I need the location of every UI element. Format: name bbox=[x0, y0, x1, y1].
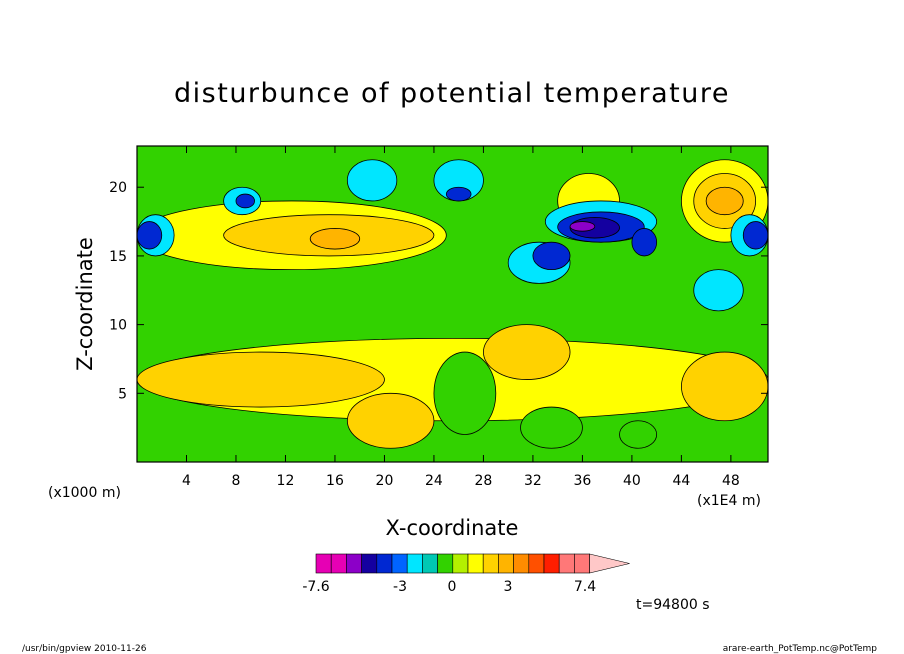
y-axis-unit: (x1000 m) bbox=[48, 485, 121, 501]
colorbar-label: 7.4 bbox=[574, 579, 596, 595]
colorbar-segment bbox=[452, 553, 469, 574]
x-tick-label: 28 bbox=[475, 473, 493, 489]
x-tick-label: 4 bbox=[182, 473, 191, 489]
contour-region bbox=[309, 228, 361, 250]
contour-region bbox=[235, 193, 255, 209]
contour-region bbox=[705, 186, 744, 216]
chart-title: disturbunce of potential temperature bbox=[174, 78, 730, 109]
x-tick-label: 36 bbox=[573, 473, 591, 489]
colorbar-segment bbox=[376, 553, 393, 574]
colorbar-segment bbox=[437, 553, 454, 574]
x-tick-label: 8 bbox=[232, 473, 241, 489]
colorbar-segment bbox=[361, 553, 378, 574]
contour-region bbox=[520, 406, 583, 449]
colorbar-segment bbox=[482, 553, 499, 574]
colorbar-segment bbox=[346, 553, 362, 574]
colorbar-segment bbox=[528, 553, 545, 574]
colorbar-arrow bbox=[589, 553, 630, 574]
contour-region bbox=[532, 241, 571, 271]
colorbar bbox=[315, 553, 630, 574]
contour-region bbox=[619, 420, 658, 449]
colorbar-label: -3 bbox=[393, 579, 407, 595]
x-tick-label: 20 bbox=[376, 473, 394, 489]
colorbar-segment bbox=[391, 553, 408, 574]
contour-region bbox=[631, 228, 658, 257]
colorbar-segment bbox=[315, 553, 332, 574]
plot-frame bbox=[136, 145, 769, 463]
contour-region bbox=[433, 351, 497, 435]
x-tick-label: 32 bbox=[524, 473, 542, 489]
colorbar-segment bbox=[543, 553, 560, 574]
colorbar-segment bbox=[574, 553, 590, 574]
contour-region bbox=[681, 351, 768, 422]
y-axis-ticks: 5 10 15 20 bbox=[109, 180, 768, 402]
colorbar-label: 3 bbox=[504, 579, 513, 595]
x-tick-label: 48 bbox=[722, 473, 740, 489]
colorbar-labels: -7.6 -3 0 3 7.4 bbox=[302, 579, 596, 595]
colorbar-label: -7.6 bbox=[302, 579, 329, 595]
y-axis-label: Z-coordinate bbox=[73, 237, 97, 371]
y-tick-label: 20 bbox=[109, 180, 127, 196]
colorbar-segment bbox=[330, 553, 347, 574]
contour-region bbox=[346, 159, 398, 202]
contour-region bbox=[445, 186, 472, 202]
x-axis-unit: (x1E4 m) bbox=[697, 493, 761, 509]
contour-region bbox=[742, 221, 768, 250]
colorbar-segment bbox=[498, 553, 514, 574]
footer-left: /usr/bin/gpview 2010-11-26 bbox=[22, 644, 147, 654]
y-tick-label: 5 bbox=[118, 386, 127, 402]
contour-region bbox=[137, 221, 163, 250]
colorbar-segment bbox=[422, 553, 438, 574]
x-tick-label: 40 bbox=[623, 473, 641, 489]
x-axis-ticks: 4 8 12 16 20 24 28 32 36 40 44 48 bbox=[182, 146, 740, 489]
contour-region bbox=[137, 351, 385, 408]
contour-region bbox=[483, 324, 571, 380]
colorbar-segment bbox=[513, 553, 530, 574]
x-tick-label: 24 bbox=[425, 473, 443, 489]
x-tick-label: 44 bbox=[672, 473, 690, 489]
colorbar-segment bbox=[406, 553, 423, 574]
contour-region bbox=[693, 269, 744, 312]
colorbar-label: 0 bbox=[448, 579, 457, 595]
contour-region bbox=[569, 221, 596, 232]
footer-right: arare-earth_PotTemp.nc@PotTemp bbox=[723, 644, 878, 654]
colorbar-segment bbox=[467, 553, 484, 574]
time-label: t=94800 s bbox=[636, 597, 710, 613]
contour-region bbox=[346, 392, 435, 449]
y-tick-label: 15 bbox=[109, 249, 127, 265]
x-axis-label: X-coordinate bbox=[386, 516, 519, 540]
y-tick-label: 10 bbox=[109, 318, 127, 334]
x-tick-label: 12 bbox=[277, 473, 295, 489]
colorbar-segment bbox=[558, 553, 575, 574]
x-tick-label: 16 bbox=[326, 473, 344, 489]
plot-area bbox=[137, 146, 768, 462]
